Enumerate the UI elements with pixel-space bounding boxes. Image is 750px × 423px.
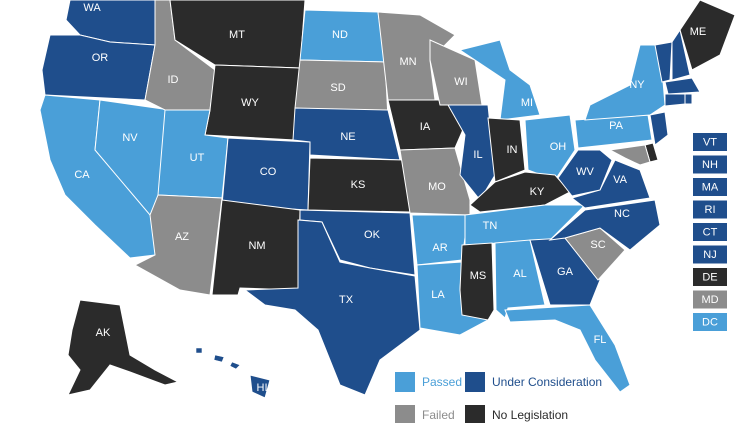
state-shape[interactable] [464,204,587,246]
state-shape[interactable] [249,374,271,399]
state-label: AK [96,327,111,339]
state-shape[interactable] [584,44,666,121]
legend-swatch [395,372,415,392]
state-shape[interactable] [504,304,631,393]
state-label: UT [190,152,205,164]
state-box-label: DC [702,316,718,328]
state-shape[interactable] [67,299,180,396]
state-shape[interactable] [411,214,469,266]
state-box-label: NJ [703,249,716,261]
state-label: MO [428,181,446,193]
state-box[interactable] [693,268,727,286]
state-box[interactable] [693,155,727,174]
state-shape[interactable] [664,77,701,95]
state-shape[interactable] [213,354,225,363]
state-label: SD [330,82,345,94]
state-shape[interactable] [399,147,471,216]
state-label: WY [241,97,259,109]
state-shape[interactable] [684,93,693,105]
state-label: VA [613,174,628,186]
state-shape[interactable] [524,114,576,181]
state-box[interactable] [693,223,727,241]
state-box[interactable] [693,200,727,219]
state-shape[interactable] [679,0,736,71]
state-shape[interactable] [557,149,613,197]
state-label: WV [576,166,594,178]
state-label: MI [521,97,533,109]
state-label: TN [483,220,498,232]
state-label: KY [530,186,545,198]
state-shape[interactable] [387,99,466,151]
state-box[interactable] [693,133,727,151]
state-label: OR [92,52,109,64]
state-shape[interactable] [292,107,401,161]
state-box-label: VT [703,136,717,148]
state-label: ID [168,74,179,86]
state-label: OK [364,229,381,241]
state-label: ME [690,26,707,38]
state-label: CA [74,169,90,181]
state-label: MS [470,270,487,282]
state-label: NE [340,131,355,143]
legend-label: Passed [422,375,462,389]
state-label: FL [594,334,607,346]
state-label: MN [399,56,416,68]
state-shape[interactable] [671,28,691,81]
state-label: AZ [175,231,189,243]
state-label: IA [420,121,431,133]
state-box-label: DE [702,271,717,283]
state-box-label: NH [702,159,718,171]
state-label: HI [257,382,268,394]
state-shape[interactable] [204,64,301,141]
state-box[interactable] [693,290,727,309]
state-box-label: MD [701,294,718,306]
state-label: CO [260,166,277,178]
state-shape[interactable] [487,117,526,183]
state-shape[interactable] [608,144,651,166]
state-shape[interactable] [548,199,661,251]
state-label: NM [248,240,265,252]
state-box[interactable] [693,245,727,264]
state-shape[interactable] [654,41,673,83]
state-shape[interactable] [458,39,541,121]
state-label: NC [614,208,630,220]
state-label: PA [609,120,624,132]
state-box[interactable] [693,178,727,196]
state-label: IL [473,149,482,161]
state-label: IN [507,144,518,156]
state-label: WI [454,76,467,88]
state-shape[interactable] [229,361,241,370]
state-label: LA [431,289,445,301]
state-label: OH [550,141,567,153]
state-shape[interactable] [41,34,156,101]
state-box[interactable] [693,313,727,331]
state-label: SC [590,239,605,251]
state-shape[interactable] [649,111,669,146]
state-label: AR [432,242,447,254]
state-label: NY [629,79,645,91]
state-label: NV [122,132,138,144]
state-shape[interactable] [133,194,223,296]
legend-label: No Legislation [492,408,568,422]
legend-swatch [465,372,485,392]
state-shape[interactable] [195,347,203,354]
state-box-label: RI [705,204,716,216]
state-label: TX [339,294,354,306]
state-box-label: MA [702,181,719,193]
legend-label: Under Consideration [492,375,602,389]
state-label: KS [351,179,366,191]
state-label: WA [83,2,101,14]
state-label: GA [557,266,574,278]
legend-swatch [465,405,485,423]
legend-label: Failed [422,408,455,422]
state-shape[interactable] [664,93,686,107]
state-shape[interactable] [459,242,495,321]
state-label: ND [332,29,348,41]
state-label: MT [229,29,245,41]
legend-swatch [395,405,415,423]
state-label: AL [513,268,526,280]
state-shape[interactable] [243,219,421,396]
state-box-label: CT [703,226,718,238]
